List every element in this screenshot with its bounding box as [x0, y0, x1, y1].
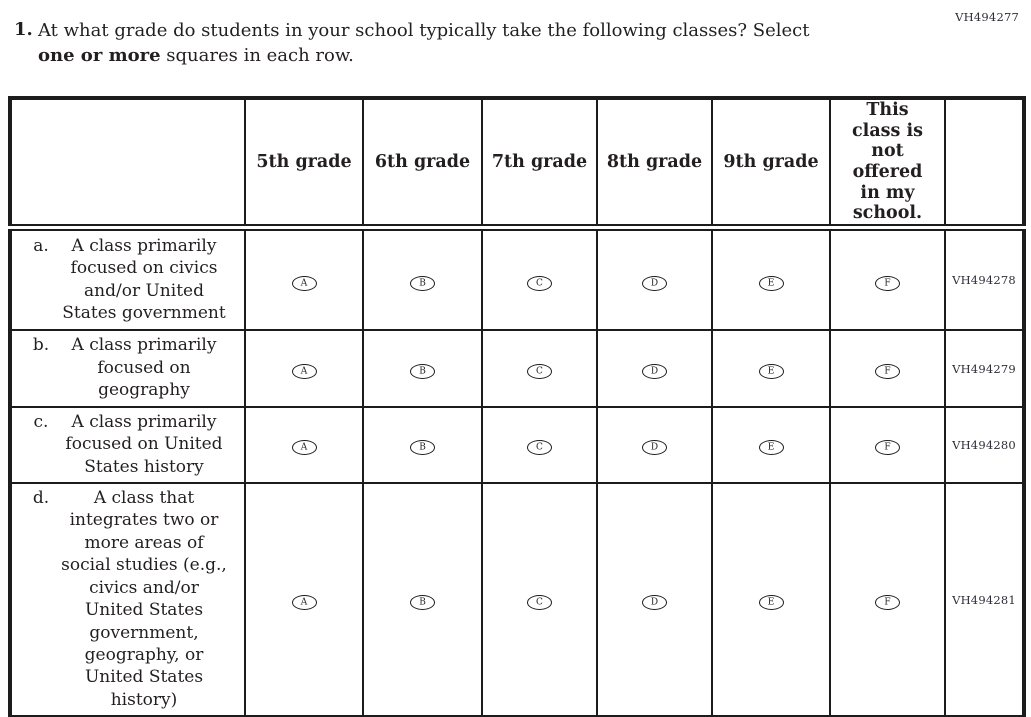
answer-bubble-d-B[interactable]: B [410, 595, 435, 611]
question-block: 1. At what grade do students in your sch… [14, 19, 809, 69]
row-b-cell-6th: B [362, 329, 483, 408]
answer-bubble-d-F[interactable]: F [875, 595, 900, 611]
row-b-cell-7th: C [481, 329, 598, 408]
row-a-cell-6th: B [362, 226, 483, 332]
answer-bubble-a-F[interactable]: F [875, 275, 900, 291]
answer-bubble-b-E[interactable]: E [758, 364, 784, 379]
answer-bubble-b-C[interactable]: C [527, 364, 552, 379]
question-number: 1. [14, 19, 33, 40]
row-b-letter: b. [32, 335, 50, 356]
row-b-stub: b. A class primarily focused on geograph… [9, 329, 246, 408]
row-d-cell-8th: D [596, 481, 713, 717]
table-row-c: c. A class primarily focused on United S… [9, 405, 1025, 484]
header-8th-grade: 8th grade [596, 96, 713, 231]
row-d-label: A class that integrates two or more area… [61, 487, 227, 710]
answer-bubble-d-D[interactable]: D [642, 595, 667, 611]
row-d-code: VH494281 [944, 481, 1025, 717]
answer-bubble-b-D[interactable]: D [642, 364, 667, 379]
table-row-d: d. A class that integrates two or more a… [9, 481, 1025, 717]
question-line-1: At what grade do students in your school… [38, 20, 810, 41]
row-b-label: A class primarily focused on geography [71, 335, 217, 401]
row-c-cell-8th: D [596, 405, 713, 484]
row-d-cell-not-offered: F [829, 481, 946, 717]
grade-selection-table: 5th grade 6th grade 7th grade 8th grade … [8, 96, 1026, 717]
row-c-cell-6th: B [362, 405, 483, 484]
header-5th-grade: 5th grade [244, 96, 364, 231]
row-b-code: VH494279 [944, 329, 1025, 408]
answer-bubble-a-B[interactable]: B [410, 275, 435, 291]
answer-bubble-a-E[interactable]: E [758, 275, 784, 291]
row-a-label: A class primarily focused on civics and/… [62, 235, 226, 324]
code-header-cell [944, 96, 1025, 231]
row-a-cell-7th: C [481, 226, 598, 332]
question-line-2: one or more squares in each row. [38, 44, 809, 69]
question-line-2-rest: squares in each row. [160, 44, 354, 66]
row-c-cell-not-offered: F [829, 405, 946, 484]
row-c-letter: c. [33, 411, 49, 432]
row-b-cell-8th: D [596, 329, 713, 408]
table-header-row: 5th grade 6th grade 7th grade 8th grade … [9, 96, 1025, 231]
header-7th-grade: 7th grade [481, 96, 598, 231]
answer-bubble-a-C[interactable]: C [527, 275, 552, 291]
answer-bubble-c-A[interactable]: A [291, 440, 317, 456]
header-9th-grade: 9th grade [711, 96, 831, 231]
answer-bubble-b-F[interactable]: F [875, 364, 900, 379]
row-d-cell-5th: A [244, 481, 364, 717]
answer-bubble-c-C[interactable]: C [527, 440, 552, 456]
row-c-cell-7th: C [481, 405, 598, 484]
answer-bubble-b-B[interactable]: B [410, 364, 435, 379]
question-text: At what grade do students in your school… [38, 19, 809, 69]
answer-bubble-d-A[interactable]: A [291, 595, 317, 611]
answer-bubble-c-B[interactable]: B [410, 440, 435, 456]
row-a-cell-8th: D [596, 226, 713, 332]
row-b-cell-9th: E [711, 329, 831, 408]
header-6th-grade: 6th grade [362, 96, 483, 231]
row-d-stub: d. A class that integrates two or more a… [9, 481, 246, 717]
answer-bubble-c-F[interactable]: F [875, 440, 900, 456]
answer-bubble-d-C[interactable]: C [527, 595, 552, 611]
question-bold-phrase: one or more [38, 44, 161, 66]
row-b-cell-not-offered: F [829, 329, 946, 408]
row-a-cell-not-offered: F [829, 226, 946, 332]
answer-bubble-a-D[interactable]: D [642, 275, 667, 291]
answer-bubble-d-E[interactable]: E [758, 595, 784, 611]
answer-bubble-b-A[interactable]: A [291, 364, 317, 379]
row-c-label: A class primarily focused on United Stat… [65, 411, 223, 477]
row-a-stub: a. A class primarily focused on civics a… [9, 226, 246, 332]
row-c-cell-9th: E [711, 405, 831, 484]
table-row-b: b. A class primarily focused on geograph… [9, 329, 1025, 408]
row-d-cell-7th: C [481, 481, 598, 717]
table-row-a: a. A class primarily focused on civics a… [9, 226, 1025, 332]
row-a-code: VH494278 [944, 226, 1025, 332]
header-not-offered: This class is not offered in my school. [829, 96, 946, 231]
row-d-cell-6th: B [362, 481, 483, 717]
stub-header-cell [9, 96, 246, 231]
row-a-cell-9th: E [711, 226, 831, 332]
row-d-cell-9th: E [711, 481, 831, 717]
answer-bubble-c-D[interactable]: D [642, 440, 667, 456]
row-a-letter: a. [33, 235, 49, 256]
row-a-cell-5th: A [244, 226, 364, 332]
row-b-cell-5th: A [244, 329, 364, 408]
form-code: VH494277 [955, 10, 1019, 24]
row-c-cell-5th: A [244, 405, 364, 484]
answer-bubble-a-A[interactable]: A [291, 275, 317, 291]
row-c-code: VH494280 [944, 405, 1025, 484]
answer-bubble-c-E[interactable]: E [758, 440, 784, 456]
row-c-stub: c. A class primarily focused on United S… [9, 405, 246, 484]
row-d-letter: d. [32, 487, 50, 508]
